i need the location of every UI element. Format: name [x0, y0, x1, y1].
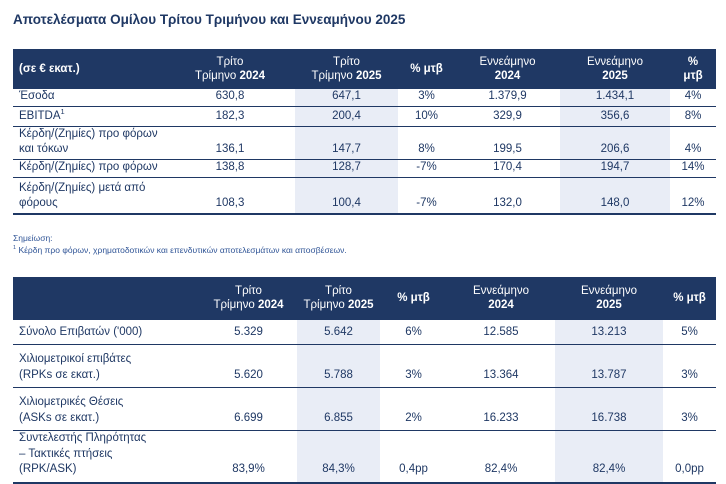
value-cell: 3% [398, 89, 455, 107]
row-total-passengers: Σύνολο Επιβατών ('000) 5.329 5.642 6% 12… [13, 319, 716, 345]
row-label: EBITDA1 [13, 106, 165, 127]
empty-header-cell [13, 276, 200, 320]
value-cell: 138,8 [165, 159, 295, 178]
col-header-change-9m: % μτβ [670, 49, 716, 89]
value-cell: 2% [380, 387, 447, 431]
row-label: Χιλιομετρικές Θέσεις (ASKs σε εκατ.) [13, 387, 200, 431]
value-cell: 83,9% [200, 430, 297, 484]
value-cell: 13.364 [447, 344, 555, 388]
col-header-9m-2025: Εννεάμηνο 2025 [555, 276, 663, 320]
row-label: Κέρδη/(Ζημίες) προ φόρων και τόκων [13, 126, 165, 160]
value-cell: 5.620 [200, 344, 297, 388]
row-label: Χιλιομετρικοί επιβάτες (RPKs σε εκατ.) [13, 344, 200, 388]
value-cell: 170,4 [455, 159, 560, 178]
value-cell: 4% [670, 126, 716, 160]
value-cell: 13.213 [555, 319, 663, 345]
value-cell: 206,6 [560, 126, 670, 160]
row-profit-before-tax: Κέρδη/(Ζημίες) προ φόρων 138,8 128,7 -7%… [13, 159, 716, 178]
value-cell: 3% [663, 387, 716, 431]
row-label: Συντελεστής Πληρότητας – Τακτικές πτήσεις… [13, 430, 200, 484]
col-header-9m-2025: Εννεάμηνο 2025 [560, 49, 670, 89]
value-cell: 82,4% [447, 430, 555, 484]
value-cell: 0,4pp [380, 430, 447, 484]
footnote-text: 1 Κέρδη προ φόρων, χρηματοδοτικών και επ… [13, 244, 347, 255]
value-cell: 16.233 [447, 387, 555, 431]
traffic-results-table: Τρίτο Τρίμηνο 2024 Τρίτο Τρίμηνο 2025 % μτ… [13, 276, 716, 484]
value-cell: 0,0pp [663, 430, 716, 484]
col-header-change-9m: % μτβ [663, 276, 716, 320]
value-cell: 200,4 [295, 106, 398, 127]
value-cell: 148,0 [560, 177, 670, 215]
value-cell: 199,5 [455, 126, 560, 160]
value-cell: -7% [398, 159, 455, 178]
value-cell: 82,4% [555, 430, 663, 484]
value-cell: 6% [380, 319, 447, 345]
col-header-change-q3: % μτβ [380, 276, 447, 320]
value-cell: 14% [670, 159, 716, 178]
row-label: Κέρδη/(Ζημίες) προ φόρων [13, 159, 165, 178]
value-cell: 8% [398, 126, 455, 160]
row-ebit: Κέρδη/(Ζημίες) προ φόρων και τόκων 136,1 … [13, 126, 716, 160]
row-label: Έσοδα [13, 89, 165, 107]
value-cell: 16.738 [555, 387, 663, 431]
value-cell: 329,9 [455, 106, 560, 127]
row-load-factor: Συντελεστής Πληρότητας – Τακτικές πτήσεις… [13, 430, 716, 484]
value-cell: 5.642 [297, 319, 380, 345]
value-cell: 647,1 [295, 89, 398, 107]
value-cell: 630,8 [165, 89, 295, 107]
value-cell: 84,3% [297, 430, 380, 484]
value-cell: 136,1 [165, 126, 295, 160]
col-header-9m-2024: Εννεάμηνο 2024 [455, 49, 560, 89]
row-label: Κέρδη/(Ζημίες) μετά από φόρους [13, 177, 165, 215]
value-cell: 4% [670, 89, 716, 107]
row-revenue: Έσοδα 630,8 647,1 3% 1.379,9 1.434,1 4% [13, 89, 716, 107]
col-header-9m-2024: Εννεάμηνο 2024 [447, 276, 555, 320]
value-cell: 108,3 [165, 177, 295, 215]
row-ebitda: EBITDA1 182,3 200,4 10% 329,9 356,6 8% [13, 106, 716, 127]
value-cell: 1.434,1 [560, 89, 670, 107]
value-cell: 13.787 [555, 344, 663, 388]
col-header-change-q3: % μτβ [398, 49, 455, 89]
footnote-heading: Σημείωση: [13, 232, 53, 243]
value-cell: 194,7 [560, 159, 670, 178]
value-cell: 1.379,9 [455, 89, 560, 107]
row-rpk: Χιλιομετρικοί επιβάτες (RPKs σε εκατ.) 5.… [13, 344, 716, 388]
value-cell: 128,7 [295, 159, 398, 178]
value-cell: 6.855 [297, 387, 380, 431]
value-cell: 356,6 [560, 106, 670, 127]
col-header-q3-2025: Τρίτο Τρίμηνο 2025 [297, 276, 380, 320]
footnote-marker: 1 [60, 107, 65, 117]
value-cell: 12.585 [447, 319, 555, 345]
col-header-q3-2024: Τρίτο Τρίμηνο 2024 [165, 49, 295, 89]
page-title: Αποτελέσματα Ομίλου Τρίτου Τριμήνου και … [13, 12, 406, 27]
financial-header-row: (σε € εκατ.) Τρίτο Τρίμηνο 2024 Τρίτο Τρίμ… [13, 49, 716, 89]
value-cell: 5% [663, 319, 716, 345]
col-header-q3-2024: Τρίτο Τρίμηνο 2024 [200, 276, 297, 320]
value-cell: 132,0 [455, 177, 560, 215]
value-cell: 5.329 [200, 319, 297, 345]
row-label: Σύνολο Επιβατών ('000) [13, 319, 200, 345]
value-cell: 182,3 [165, 106, 295, 127]
financial-results-table: (σε € εκατ.) Τρίτο Τρίμηνο 2024 Τρίτο Τρίμ… [13, 49, 716, 215]
footnote-marker: 1 [13, 244, 17, 251]
value-cell: 3% [380, 344, 447, 388]
value-cell: 10% [398, 106, 455, 127]
value-cell: 3% [663, 344, 716, 388]
value-cell: 147,7 [295, 126, 398, 160]
row-ask: Χιλιομετρικές Θέσεις (ASKs σε εκατ.) 6.69… [13, 387, 716, 431]
col-header-q3-2025: Τρίτο Τρίμηνο 2025 [295, 49, 398, 89]
traffic-header-row: Τρίτο Τρίμηνο 2024 Τρίτο Τρίμηνο 2025 % μτ… [13, 276, 716, 320]
value-cell: -7% [398, 177, 455, 215]
value-cell: 8% [670, 106, 716, 127]
value-cell: 100,4 [295, 177, 398, 215]
value-cell: 6.699 [200, 387, 297, 431]
value-cell: 5.788 [297, 344, 380, 388]
unit-label: (σε € εκατ.) [13, 49, 165, 89]
footnote: Σημείωση: 1 Κέρδη προ φόρων, χρηματοδοτι… [13, 232, 716, 256]
row-profit-after-tax: Κέρδη/(Ζημίες) μετά από φόρους 108,3 100,… [13, 177, 716, 215]
value-cell: 12% [670, 177, 716, 215]
